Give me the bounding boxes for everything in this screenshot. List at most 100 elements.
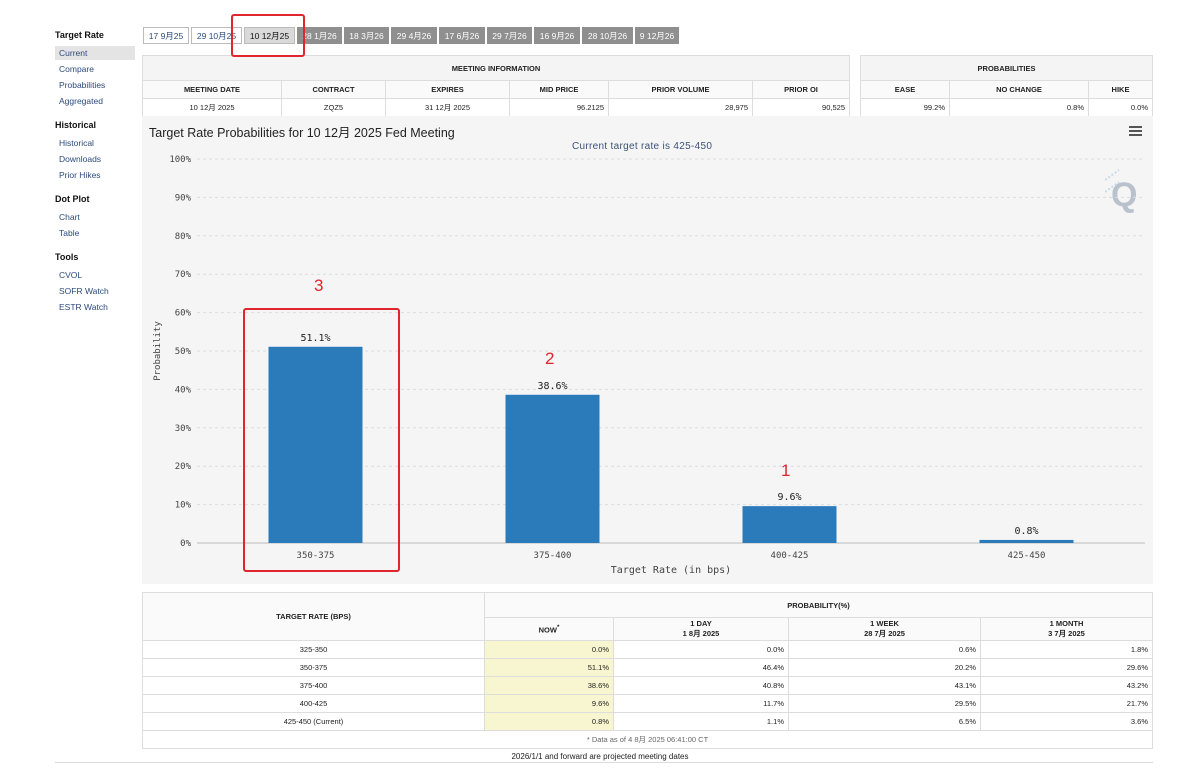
sidebar-item-probabilities[interactable]: Probabilities xyxy=(59,80,106,90)
chart-subtitle: Current target rate is 425-450 xyxy=(572,141,713,152)
hike-value: 0.0% xyxy=(1088,98,1153,117)
sidebar-item-aggregated[interactable]: Aggregated xyxy=(59,96,103,106)
bar-425-450 xyxy=(979,539,1074,543)
y-tick-label: 100% xyxy=(169,155,191,165)
meeting-tab[interactable]: 29 7月26 xyxy=(487,27,532,44)
now-probability-cell: 51.1% xyxy=(484,658,614,677)
sidebar-item-compare[interactable]: Compare xyxy=(59,64,94,74)
target-rate-probability-table: TARGET RATE (BPS) PROBABILITY(%) NOW* 1 … xyxy=(142,592,1153,749)
mid-price-value: 96.2125 xyxy=(509,98,609,117)
q-logo-icon: Q xyxy=(1105,169,1137,214)
target-rate-cell: 375-400 xyxy=(142,676,485,695)
meeting-tab[interactable]: 16 9月26 xyxy=(534,27,580,44)
sidebar-item-sofr-watch[interactable]: SOFR Watch xyxy=(59,286,109,296)
sidebar: Target Rate Current Compare Probabilities Ag… xyxy=(55,30,135,326)
now-probability-cell: 0.0% xyxy=(484,640,614,659)
meeting-date-value: 10 12月 2025 xyxy=(142,98,282,117)
y-tick-label: 0% xyxy=(180,539,191,549)
chart-title: Target Rate Probabilities for 10 12月 202… xyxy=(149,126,455,140)
target-rate-cell: 350-375 xyxy=(142,658,485,677)
probability-cell: 40.8% xyxy=(613,676,789,695)
meeting-tab[interactable]: 28 10月26 xyxy=(582,27,633,44)
sidebar-item-table[interactable]: Table xyxy=(59,228,80,238)
meeting-tab[interactable]: 17 6月26 xyxy=(439,27,485,44)
sidebar-heading: Historical xyxy=(55,120,97,130)
probability-cell: 46.4% xyxy=(613,658,789,677)
header-prior-oi: PRIOR OI xyxy=(752,80,850,99)
now-probability-cell: 0.8% xyxy=(484,712,614,731)
sidebar-section: Historical Historical Downloads Prior Hikes xyxy=(55,120,135,182)
data-timestamp-footnote: * Data as of 4 8月 2025 06:41:00 CT xyxy=(142,730,1153,749)
sidebar-heading: Tools xyxy=(55,252,79,262)
y-tick-label: 80% xyxy=(175,232,192,242)
probability-cell: 20.2% xyxy=(788,658,981,677)
header-prior-volume: PRIOR VOLUME xyxy=(608,80,753,99)
probability-cell: 43.1% xyxy=(788,676,981,695)
x-tick-label: 350-375 xyxy=(297,551,335,561)
meeting-tab[interactable]: 18 3月26 xyxy=(344,27,389,44)
probability-cell: 11.7% xyxy=(613,694,789,713)
sidebar-item-chart[interactable]: Chart xyxy=(59,212,80,222)
probability-cell: 1.8% xyxy=(980,640,1153,659)
target-rate-cell: 425-450 (Current) xyxy=(142,712,485,731)
ease-value: 99.2% xyxy=(860,98,950,117)
prior-volume-value: 28,975 xyxy=(608,98,753,117)
sidebar-section: Dot Plot Chart Table xyxy=(55,194,135,240)
now-probability-cell: 38.6% xyxy=(484,676,614,695)
meeting-tab[interactable]: 17 9月25 xyxy=(143,27,189,44)
sidebar-heading: Target Rate xyxy=(55,30,104,40)
y-tick-label: 50% xyxy=(175,347,192,357)
bar-400-425 xyxy=(742,506,837,543)
prior-oi-value: 90,525 xyxy=(752,98,850,117)
footnote-row: * Data as of 4 8月 2025 06:41:00 CT xyxy=(142,730,1153,749)
data-label: 51.1% xyxy=(300,333,330,344)
probabilities-table: PROBABILITIES EASE NO CHANGE HIKE 99.2% … xyxy=(860,55,1153,117)
header-1-week: 1 WEEK 28 7月 2025 xyxy=(788,617,981,641)
no-change-value: 0.8% xyxy=(949,98,1089,117)
meeting-info-title: MEETING INFORMATION xyxy=(142,55,850,81)
projected-dates-note: 2026/1/1 and forward are projected meeti… xyxy=(511,752,689,761)
x-tick-label: 400-425 xyxy=(771,551,809,561)
sidebar-item-historical[interactable]: Historical xyxy=(59,138,94,148)
header-now: NOW* xyxy=(484,617,614,641)
meeting-tab[interactable]: 29 4月26 xyxy=(391,27,437,44)
sidebar-section: Tools CVOL SOFR Watch ESTR Watch xyxy=(55,252,135,314)
y-tick-label: 40% xyxy=(175,385,192,395)
y-tick-label: 30% xyxy=(175,424,192,434)
header-1-day: 1 DAY 1 8月 2025 xyxy=(613,617,789,641)
bar-375-400 xyxy=(505,394,600,543)
target-rate-cell: 400-425 xyxy=(142,694,485,713)
header-hike: HIKE xyxy=(1088,80,1153,99)
y-axis-label: Probability xyxy=(153,321,163,381)
sidebar-item-current[interactable]: Current xyxy=(55,46,135,60)
meeting-tab[interactable]: 29 10月25 xyxy=(191,27,242,44)
probability-cell: 29.5% xyxy=(788,694,981,713)
y-tick-label: 20% xyxy=(175,462,192,472)
table-row: 325-350 0.0% 0.0% 0.6% 1.8% xyxy=(142,640,1153,659)
meeting-tab[interactable]: 28 1月26 xyxy=(297,27,342,44)
annotation-label-2: 2 xyxy=(545,349,555,368)
probability-bar-chart: 0% 10% 20% 30% 40% 50% 60% 70% 80% 90% 100% 51.1% 35… xyxy=(153,155,1145,576)
annotation-label-3: 3 xyxy=(314,276,324,295)
meeting-info-table: MEETING INFORMATION MEETING DATE CONTRAC… xyxy=(142,55,850,117)
sidebar-item-estr-watch[interactable]: ESTR Watch xyxy=(59,302,108,312)
table-row: 400-425 9.6% 11.7% 29.5% 21.7% xyxy=(142,694,1153,713)
annotation-box-350-375 xyxy=(243,308,400,572)
x-tick-label: 425-450 xyxy=(1008,551,1046,561)
probability-cell: 1.1% xyxy=(613,712,789,731)
hamburger-menu-icon[interactable] xyxy=(1129,126,1142,138)
now-probability-cell: 9.6% xyxy=(484,694,614,713)
meeting-tab[interactable]: 10 12月25 xyxy=(244,27,295,44)
probability-cell: 0.6% xyxy=(788,640,981,659)
probability-cell: 21.7% xyxy=(980,694,1153,713)
probability-cell: 6.5% xyxy=(788,712,981,731)
sidebar-item-cvol[interactable]: CVOL xyxy=(59,270,83,280)
meeting-tab[interactable]: 9 12月26 xyxy=(635,27,679,44)
sidebar-item-prior-hikes[interactable]: Prior Hikes xyxy=(59,170,101,180)
annotation-box-selected-tab xyxy=(231,14,305,57)
header-contract: CONTRACT xyxy=(281,80,386,99)
sidebar-item-downloads[interactable]: Downloads xyxy=(59,154,102,164)
table-row: 375-400 38.6% 40.8% 43.1% 43.2% xyxy=(142,676,1153,695)
probability-cell: 3.6% xyxy=(980,712,1153,731)
svg-text:Q: Q xyxy=(1111,176,1137,214)
